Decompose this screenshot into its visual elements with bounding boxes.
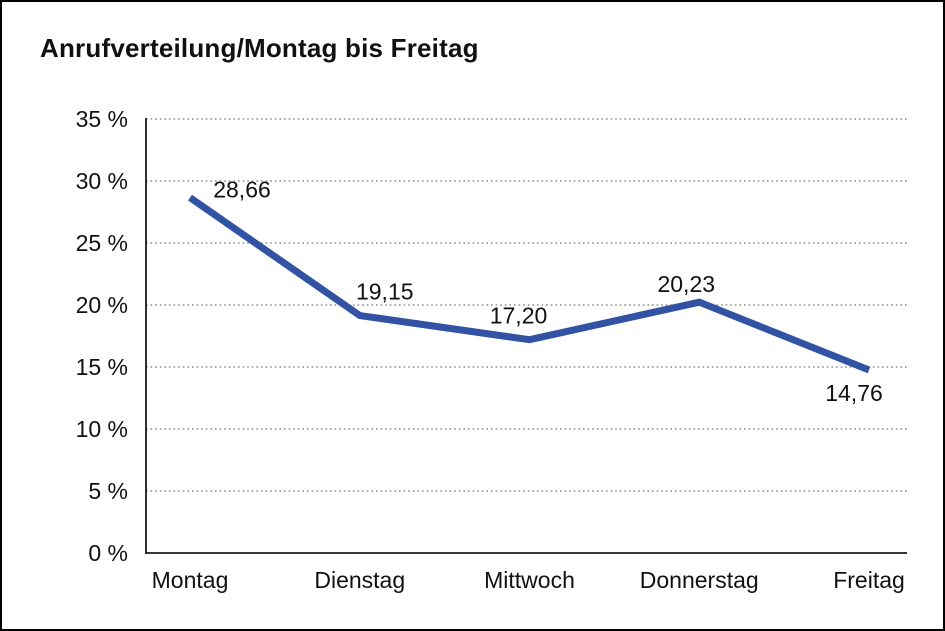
data-label: 19,15 [356,279,414,305]
y-tick-label: 25 % [76,230,128,256]
x-category-label: Dienstag [314,567,405,593]
y-tick-label: 10 % [76,416,128,442]
x-category-label: Freitag [833,567,905,593]
data-line [188,194,871,374]
y-tick-label: 30 % [76,168,128,194]
y-tick-label: 20 % [76,292,128,318]
y-tick-label: 5 % [88,478,128,504]
y-tick-label: 15 % [76,354,128,380]
data-label: 14,76 [825,380,883,406]
data-label: 28,66 [213,177,271,203]
y-tick-label: 35 % [76,106,128,132]
x-category-label: Montag [152,567,229,593]
data-label: 20,23 [657,271,715,297]
x-category-label: Mittwoch [484,567,575,593]
chart-title: Anrufverteilung/Montag bis Freitag [40,33,479,63]
x-category-label: Donnerstag [640,567,759,593]
y-tick-label: 0 % [88,540,128,566]
data-label: 17,20 [490,303,548,329]
